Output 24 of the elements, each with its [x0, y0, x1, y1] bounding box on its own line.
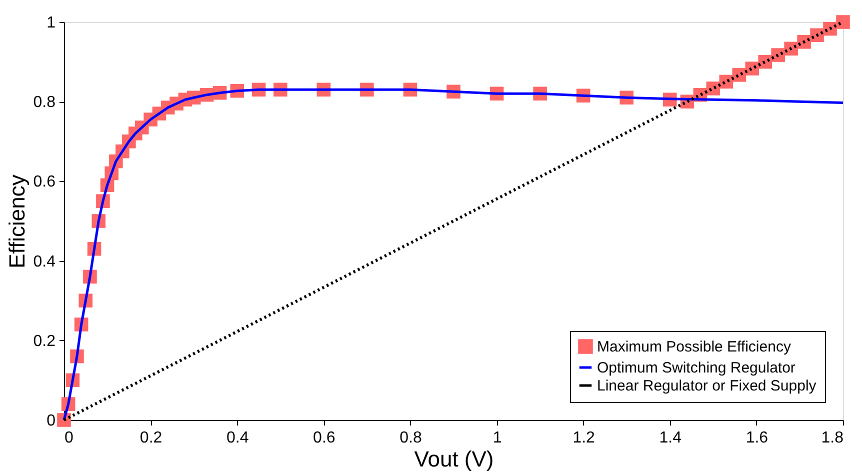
x-tick-label: 0.6: [313, 430, 336, 446]
x-tick-label: 1.8: [821, 430, 844, 446]
x-tick-label: 0: [64, 430, 74, 446]
legend-label: Optimum Switching Regulator: [597, 360, 796, 376]
y-tick-label: 0.6: [33, 174, 56, 191]
x-tick-label: 1.6: [746, 430, 768, 446]
x-tick-label: 0.8: [400, 430, 422, 446]
x-tick-label: 1.2: [572, 430, 596, 446]
x-tick-label: 0.2: [140, 430, 162, 446]
y-tick-label: 0.8: [33, 94, 56, 112]
x-tick-label: 0.4: [226, 430, 249, 446]
y-tick-label: 0: [46, 412, 56, 430]
x-tick-label: 1: [492, 430, 502, 446]
point: [836, 15, 850, 29]
legend-label: Linear Regulator or Fixed Supply: [597, 378, 817, 394]
x-tick-label: 1.4: [659, 430, 682, 446]
point: [810, 28, 824, 42]
x-axis-title: Vout (V): [414, 446, 494, 472]
y-tick-label: 0.4: [33, 253, 56, 270]
y-axis-title: Efficiency: [4, 174, 30, 268]
y-tick-label: 0.2: [33, 332, 56, 350]
y-tick-label: 1: [46, 14, 56, 32]
point: [732, 68, 746, 82]
legend-label: Maximum Possible Efficiency: [597, 338, 792, 356]
